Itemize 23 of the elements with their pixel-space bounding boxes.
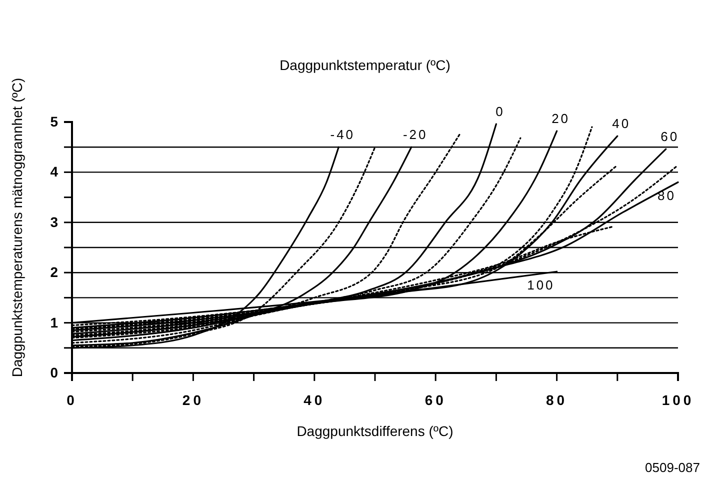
x-tick-label: 80 [546,392,568,408]
y-tick-label: 1 [50,314,58,330]
x-tick-label: 0 [66,392,78,408]
x-tick-label: 60 [424,392,446,408]
x-tick-label: 100 [662,392,694,408]
series-label: 100 [527,278,555,293]
series-label: -40 [330,127,356,142]
x-axis-title: Daggpunktsdifferens (ºC) [296,423,454,439]
series-label: 0 [496,104,505,120]
text: 0509-087 [645,460,700,475]
y-tick-label: 4 [50,164,58,180]
series-label: -20 [402,127,428,142]
y-axis-title: Daggpunktstemperaturens mätnoggrannhet (ºC) [9,78,25,378]
x-tick-label: 40 [304,392,326,408]
x-tick-label: 20 [182,392,204,408]
chart-title: Daggpunktstemperatur (ºC) [280,57,450,73]
series-label: 40 [612,116,631,132]
y-tick-label: 5 [50,113,58,130]
series-label: 60 [660,129,680,144]
y-tick-label: 3 [50,214,58,230]
y-tick-label: 0 [50,364,58,380]
series-label: 20 [552,111,570,126]
y-tick-label: 2 [50,264,58,280]
